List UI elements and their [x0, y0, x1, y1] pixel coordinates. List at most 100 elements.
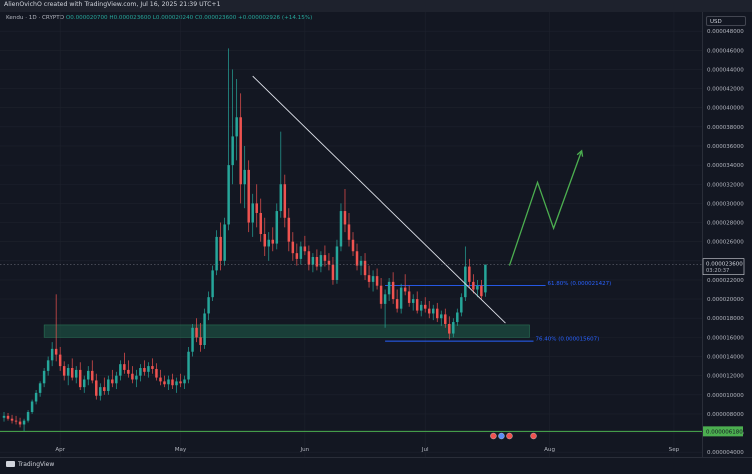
candle-body	[339, 211, 343, 247]
descending-trendline	[252, 75, 506, 324]
projection-arrowhead	[576, 149, 584, 157]
candle-body	[259, 212, 262, 235]
candle-body	[391, 281, 395, 300]
candle-body	[423, 304, 427, 309]
candle-body	[99, 387, 102, 396]
x-tick-label: Jul	[421, 447, 429, 453]
candle-body	[251, 203, 254, 223]
candle-body	[235, 117, 238, 137]
current-price-label: 0.000023600	[706, 262, 743, 268]
y-tick-label: 0.000010000	[707, 393, 744, 399]
candle-body	[38, 383, 42, 393]
candle-body	[151, 366, 154, 369]
candle-body	[91, 370, 94, 381]
y-tick-label: 0.000022000	[707, 278, 744, 284]
candle-body	[74, 369, 78, 378]
candle-body	[403, 287, 407, 292]
candle-body	[295, 253, 299, 259]
candle-body	[436, 308, 439, 319]
support-price-label: 0.000006180	[706, 429, 743, 435]
candle-body	[472, 281, 475, 290]
candle-body	[303, 246, 307, 252]
symbol-name: Kendu · 1D · CRYPTO	[6, 15, 65, 21]
candle-body	[315, 256, 319, 267]
support-price-badge	[703, 426, 743, 437]
candle-body	[175, 381, 178, 386]
y-tick-label: 0.000040000	[707, 106, 744, 112]
price-axis[interactable]	[702, 12, 752, 457]
candle-body	[2, 415, 6, 418]
event-marker-icon	[498, 432, 505, 440]
candle-body	[399, 287, 403, 309]
y-tick-label: 0.000018000	[707, 316, 744, 322]
candle-body	[383, 294, 387, 304]
candle-body	[139, 368, 142, 376]
candle-body	[355, 251, 359, 266]
x-tick-label: Apr	[55, 447, 65, 453]
candle-body	[34, 392, 38, 402]
y-tick-label: 0.000016000	[707, 335, 744, 341]
candle-body	[271, 239, 275, 244]
candle-body	[219, 236, 222, 261]
candle-body	[440, 314, 443, 319]
fib-level-label: 61.80% (0.000021427)	[548, 281, 612, 287]
candle-body	[199, 337, 202, 346]
y-tick-label: 0.000028000	[707, 221, 744, 227]
candle-body	[163, 381, 166, 385]
y-tick-label: 0.000048000	[707, 29, 744, 35]
candle-body	[115, 375, 118, 384]
candle-body	[379, 285, 383, 304]
candle-body	[359, 260, 363, 266]
tv-icon	[6, 461, 15, 467]
y-tick-label: 0.000042000	[707, 87, 744, 93]
candle-body	[6, 415, 10, 419]
candle-body	[103, 387, 106, 391]
candle-body	[287, 217, 291, 242]
candle-body	[343, 211, 347, 225]
y-tick-label: 0.000004000	[707, 450, 744, 456]
candle-body	[123, 364, 126, 370]
candle-body	[42, 370, 46, 384]
candle-body	[167, 379, 170, 385]
currency-button[interactable]: USD	[706, 16, 746, 26]
candle-body	[10, 418, 14, 421]
candle-body	[22, 420, 26, 425]
x-tick-label: Aug	[544, 447, 555, 453]
candle-body	[227, 165, 230, 225]
candle-body	[275, 211, 279, 244]
candle-body	[452, 322, 455, 334]
candle-body	[464, 266, 467, 298]
candle-body	[363, 260, 367, 276]
candle-body	[371, 276, 375, 282]
event-marker-icon	[490, 432, 497, 440]
tradingview-logo[interactable]: TradingView	[6, 461, 54, 468]
candle-body	[375, 276, 379, 286]
candle-body	[54, 348, 58, 355]
projection-path	[508, 150, 583, 266]
candle-body	[307, 251, 311, 265]
price-countdown-label: 03:20:37	[706, 268, 729, 274]
candle-body	[143, 368, 146, 372]
candle-body	[207, 297, 210, 314]
time-axis-bar[interactable]	[0, 457, 752, 474]
event-marker-icon	[530, 432, 537, 440]
candle-body	[111, 379, 114, 384]
candle-body	[155, 368, 158, 378]
candle-body	[460, 297, 463, 313]
event-marker-icon	[506, 432, 513, 440]
candle-body	[127, 369, 130, 374]
y-tick-label: 0.000038000	[707, 125, 744, 131]
candle-body	[26, 412, 30, 421]
candle-body	[159, 377, 162, 382]
candle-body	[46, 360, 50, 371]
candle-body	[66, 368, 70, 376]
ohlc-values: O0.000020700 H0.000023600 L0.000020240 C…	[65, 15, 313, 21]
candle-body	[291, 241, 295, 254]
candle-body	[476, 285, 479, 290]
candle-body	[131, 373, 134, 380]
candle-body	[448, 323, 451, 334]
candle-body	[18, 421, 22, 425]
x-tick-label: May	[175, 447, 187, 453]
candle-body	[468, 266, 471, 282]
